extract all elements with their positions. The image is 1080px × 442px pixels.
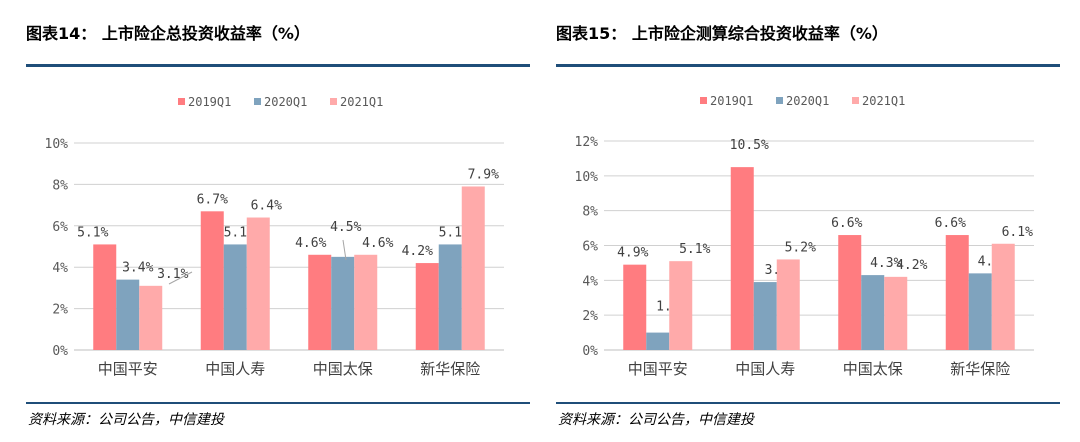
bar-2021q1	[669, 261, 693, 350]
data-label: 6.4%	[251, 199, 282, 214]
legend-swatch	[254, 98, 261, 105]
data-label: 4.3%	[870, 256, 901, 271]
source-rule	[26, 402, 530, 404]
legend-label: 2020Q1	[786, 94, 829, 108]
figure-14-title: 图表14： 上市险企总投资收益率（%）	[26, 24, 310, 43]
bar-2020q1	[861, 275, 885, 350]
legend-swatch	[178, 98, 185, 105]
x-category-label: 中国人寿	[205, 360, 265, 378]
bar-2021q1	[991, 243, 1015, 350]
x-category-label: 中国平安	[98, 360, 158, 378]
data-label: 10.5%	[730, 138, 769, 153]
source-note: 资料来源：公司公告，中信建投	[28, 412, 224, 428]
x-category-label: 新华保险	[950, 360, 1010, 378]
legend-label: 2021Q1	[340, 95, 383, 109]
data-label: 3.4%	[122, 261, 153, 276]
bar-2021q1	[354, 254, 378, 350]
bar-2019q1	[308, 254, 332, 350]
data-label: 4.9%	[617, 246, 648, 261]
bar-2020q1	[968, 273, 992, 350]
y-tick-label: 0%	[582, 344, 598, 359]
y-tick-label: 6%	[52, 220, 68, 235]
y-tick-label: 10%	[575, 170, 599, 185]
legend-swatch	[776, 97, 783, 104]
data-label: 6.6%	[831, 216, 862, 231]
data-label: 4.2%	[896, 258, 927, 273]
label-leader-line	[342, 239, 347, 261]
bar-2020q1	[753, 282, 777, 350]
data-label: 6.1%	[1002, 225, 1033, 240]
legend-label: 2020Q1	[264, 95, 307, 109]
y-tick-label: 2%	[52, 303, 68, 318]
bar-2021q1	[139, 285, 163, 350]
y-tick-label: 6%	[582, 240, 598, 255]
right-figure-panel: 图表15： 上市险企测算综合投资收益率（%） 0% 2% 4% 6% 8% 10% 12% 2…	[556, 0, 1080, 442]
bar-2019q1	[93, 244, 117, 350]
y-tick-label: 0%	[52, 344, 68, 359]
x-category-label: 新华保险	[420, 360, 480, 378]
y-tick-label: 8%	[52, 178, 68, 193]
x-category-label: 中国平安	[628, 360, 688, 378]
data-label: 5.2%	[785, 240, 816, 255]
x-category-label: 中国太保	[313, 360, 373, 378]
left-figure-panel: 图表14： 上市险企总投资收益率（%） 0% 2% 4% 6% 8% 10% 2019Q1 2…	[26, 0, 556, 442]
y-tick-label: 12%	[575, 135, 599, 150]
legend-swatch	[330, 98, 337, 105]
legend-label: 2021Q1	[862, 94, 905, 108]
y-tick-label: 8%	[582, 205, 598, 220]
legend-swatch	[700, 97, 707, 104]
y-tick-label: 4%	[582, 274, 598, 289]
title-rule	[26, 64, 530, 67]
label-leader-line	[168, 271, 193, 285]
y-tick-label: 10%	[45, 137, 69, 152]
bar-2020q1	[646, 332, 670, 350]
bar-2021q1	[246, 217, 270, 350]
bar-2021q1	[884, 276, 908, 350]
data-label: 6.7%	[197, 192, 228, 207]
data-label: 4.6%	[295, 236, 326, 251]
legend-label: 2019Q1	[188, 95, 231, 109]
source-rule	[556, 402, 1060, 404]
comprehensive-investment-yield-chart: 0% 2% 4% 6% 8% 10% 12% 2019Q1 2020Q1 2021Q1 中国平安 4.…	[575, 94, 1034, 378]
figure-15-title: 图表15： 上市险企测算综合投资收益率（%）	[556, 24, 888, 43]
x-category-label: 中国太保	[843, 360, 903, 378]
bar-2019q1	[838, 235, 862, 350]
data-label: 4.2%	[402, 244, 433, 259]
bar-2021q1	[461, 186, 485, 350]
bar-2019q1	[415, 263, 439, 350]
bar-2020q1	[438, 244, 462, 350]
legend-swatch	[852, 97, 859, 104]
legend-label: 2019Q1	[710, 94, 753, 108]
total-investment-yield-chart: 0% 2% 4% 6% 8% 10% 2019Q1 2020Q1 2021Q1 中国平安 5.1% 3…	[45, 95, 504, 378]
data-label: 5.1%	[77, 225, 108, 240]
bar-2020q1	[223, 244, 247, 350]
data-label: 4.6%	[362, 236, 393, 251]
bar-2020q1	[116, 279, 140, 350]
x-category-label: 中国人寿	[735, 360, 795, 378]
data-label: 7.9%	[468, 167, 499, 182]
bar-2021q1	[776, 259, 800, 350]
bar-2020q1	[331, 256, 355, 350]
data-label: 5.1%	[679, 242, 710, 257]
y-tick-label: 4%	[52, 261, 68, 276]
bar-2019q1	[200, 211, 224, 350]
data-label: 6.6%	[935, 216, 966, 231]
data-label: 4.5%	[330, 220, 361, 235]
bar-2019q1	[945, 235, 969, 350]
bar-2019q1	[730, 167, 754, 350]
bar-2019q1	[623, 264, 647, 350]
y-tick-label: 2%	[582, 309, 598, 324]
source-note: 资料来源：公司公告，中信建投	[558, 412, 754, 428]
title-rule	[556, 64, 1060, 67]
data-label: 3.1%	[157, 267, 188, 282]
